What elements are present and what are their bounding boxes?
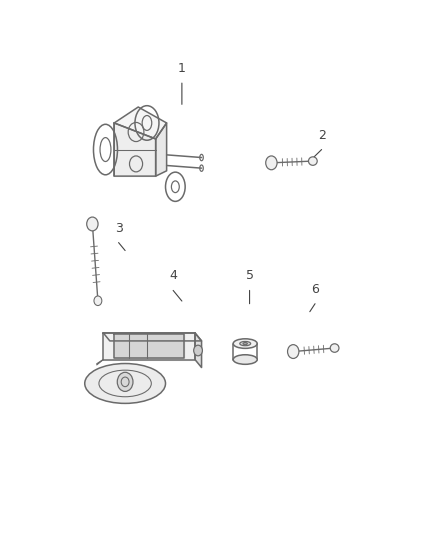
Text: 5: 5 — [246, 270, 254, 282]
Text: 1: 1 — [178, 62, 186, 75]
Polygon shape — [114, 123, 155, 176]
Circle shape — [266, 156, 277, 169]
Circle shape — [194, 345, 202, 356]
Polygon shape — [114, 107, 166, 139]
Polygon shape — [103, 333, 195, 360]
Ellipse shape — [233, 355, 257, 365]
Ellipse shape — [308, 157, 317, 165]
Circle shape — [94, 296, 102, 305]
Ellipse shape — [233, 339, 257, 349]
Polygon shape — [114, 334, 184, 359]
Ellipse shape — [240, 342, 251, 346]
Polygon shape — [155, 123, 166, 176]
Polygon shape — [103, 333, 201, 341]
Text: 3: 3 — [115, 222, 123, 235]
Ellipse shape — [243, 343, 247, 345]
Polygon shape — [195, 333, 201, 368]
Ellipse shape — [85, 364, 166, 403]
Text: 6: 6 — [311, 282, 319, 296]
Circle shape — [117, 372, 133, 391]
Circle shape — [288, 345, 299, 359]
Circle shape — [87, 217, 98, 231]
Text: 2: 2 — [318, 128, 325, 142]
Ellipse shape — [330, 344, 339, 352]
Text: 4: 4 — [169, 270, 177, 282]
